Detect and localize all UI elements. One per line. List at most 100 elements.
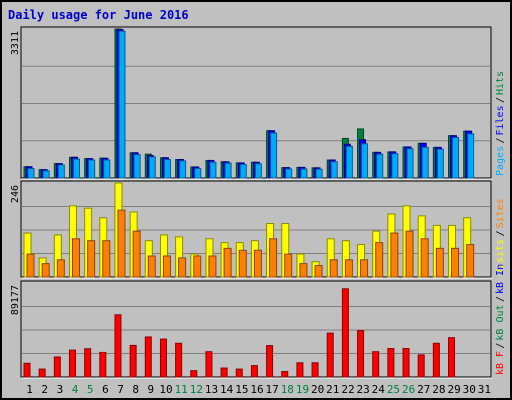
bar-sites-day-5 xyxy=(87,240,96,278)
x-tick-day-23: 23 xyxy=(357,383,370,396)
x-tick-day-9: 9 xyxy=(148,383,155,396)
x-tick-day-30: 30 xyxy=(463,383,476,396)
bar-sites-day-1 xyxy=(26,253,35,278)
x-tick-day-28: 28 xyxy=(432,383,445,396)
bar-pages-day-14 xyxy=(224,162,232,179)
bar-sites-day-14 xyxy=(223,247,232,278)
bar-pages-day-27 xyxy=(421,146,429,179)
x-tick-day-1: 1 xyxy=(26,383,33,396)
bar-kb-f-day-25 xyxy=(387,348,395,378)
x-tick-day-29: 29 xyxy=(447,383,460,396)
legend-visits: Visits xyxy=(495,239,506,275)
x-tick-day-13: 13 xyxy=(205,383,218,396)
bar-pages-day-23 xyxy=(361,143,369,179)
bar-pages-day-22 xyxy=(345,145,353,179)
bar-kb-f-day-6 xyxy=(99,351,107,378)
bar-sites-day-21 xyxy=(329,259,338,278)
bar-sites-day-19 xyxy=(299,263,308,278)
bar-pages-day-8 xyxy=(133,154,141,179)
x-tick-day-26: 26 xyxy=(402,383,415,396)
bar-sites-day-29 xyxy=(451,247,460,278)
bar-sites-day-22 xyxy=(344,259,353,278)
x-tick-day-21: 21 xyxy=(326,383,339,396)
bar-kb-f-day-19 xyxy=(296,362,304,378)
bar-pages-day-16 xyxy=(254,163,262,179)
bar-pages-day-13 xyxy=(209,161,217,179)
bar-sites-day-17 xyxy=(269,238,278,278)
y-max-label: 3311 xyxy=(10,31,21,55)
bar-pages-day-18 xyxy=(285,168,293,179)
bar-kb-f-day-15 xyxy=(235,368,243,378)
bar-sites-day-23 xyxy=(360,259,369,278)
bar-pages-day-15 xyxy=(239,163,247,179)
bar-pages-day-24 xyxy=(376,153,384,179)
legend-kb-out: kB Out xyxy=(495,304,506,340)
bar-pages-day-1 xyxy=(27,168,35,179)
bar-sites-day-24 xyxy=(375,242,384,278)
bar-kb-f-day-18 xyxy=(281,371,289,378)
legend-separator: / xyxy=(495,343,506,349)
bar-pages-day-17 xyxy=(270,132,278,179)
chart-title: Daily usage for June 2016 xyxy=(8,8,189,22)
x-tick-day-17: 17 xyxy=(266,383,279,396)
x-tick-day-18: 18 xyxy=(281,383,294,396)
bar-kb-f-day-11 xyxy=(175,342,183,378)
bar-sites-day-2 xyxy=(41,263,50,278)
y-max-label: 246 xyxy=(10,185,21,203)
y-max-label: 89177 xyxy=(10,285,21,315)
bar-kb-f-day-3 xyxy=(53,356,61,378)
bar-sites-day-15 xyxy=(238,249,247,278)
x-tick-day-20: 20 xyxy=(311,383,324,396)
bar-kb-f-day-20 xyxy=(311,362,319,378)
x-tick-day-14: 14 xyxy=(220,383,234,396)
bar-pages-day-10 xyxy=(163,159,171,179)
bar-sites-day-25 xyxy=(390,232,399,278)
bar-kb-f-day-7 xyxy=(114,314,122,378)
bar-kb-f-day-28 xyxy=(432,342,440,378)
bar-kb-f-day-27 xyxy=(417,354,425,378)
bar-pages-day-11 xyxy=(179,160,187,179)
bar-kb-f-day-14 xyxy=(220,367,228,378)
bar-kb-f-day-17 xyxy=(266,345,274,378)
bar-sites-day-18 xyxy=(284,253,293,278)
bar-sites-day-20 xyxy=(314,265,323,278)
legend-hits: Hits xyxy=(495,71,506,95)
x-tick-day-2: 2 xyxy=(41,383,48,396)
bar-sites-day-12 xyxy=(193,255,202,278)
x-tick-day-16: 16 xyxy=(250,383,263,396)
bar-kb-f-day-29 xyxy=(448,337,456,378)
bar-sites-day-30 xyxy=(466,244,475,278)
x-tick-day-4: 4 xyxy=(72,383,79,396)
bar-kb-f-day-9 xyxy=(144,336,152,378)
x-tick-day-12: 12 xyxy=(190,383,203,396)
legend-separator: / xyxy=(495,137,506,143)
bar-pages-day-3 xyxy=(57,164,65,179)
bar-sites-day-6 xyxy=(102,240,111,278)
bar-sites-day-4 xyxy=(71,238,80,278)
bar-sites-day-8 xyxy=(132,230,141,278)
legend-separator: / xyxy=(495,296,506,302)
legend-files: Files xyxy=(495,105,506,135)
x-tick-day-8: 8 xyxy=(132,383,139,396)
x-tick-day-24: 24 xyxy=(372,383,386,396)
bar-sites-day-16 xyxy=(253,249,262,278)
bar-kb-f-day-2 xyxy=(38,368,46,378)
x-tick-day-31: 31 xyxy=(478,383,491,396)
legend-kb-in: kB In xyxy=(495,264,506,294)
bar-pages-day-9 xyxy=(148,156,156,179)
bar-kb-f-day-16 xyxy=(250,365,258,378)
bar-pages-day-28 xyxy=(436,148,444,179)
bar-kb-f-day-10 xyxy=(159,338,167,378)
bar-sites-day-28 xyxy=(435,247,444,278)
bar-pages-day-2 xyxy=(42,170,50,179)
bar-pages-day-5 xyxy=(88,159,96,179)
legend-pages: Pages xyxy=(495,146,506,176)
bar-pages-day-19 xyxy=(300,168,308,179)
x-tick-day-19: 19 xyxy=(296,383,309,396)
bar-sites-day-7 xyxy=(117,209,126,278)
bar-pages-day-12 xyxy=(194,168,202,179)
bar-pages-day-21 xyxy=(330,161,338,179)
legend-separator: / xyxy=(495,230,506,236)
x-tick-day-25: 25 xyxy=(387,383,400,396)
